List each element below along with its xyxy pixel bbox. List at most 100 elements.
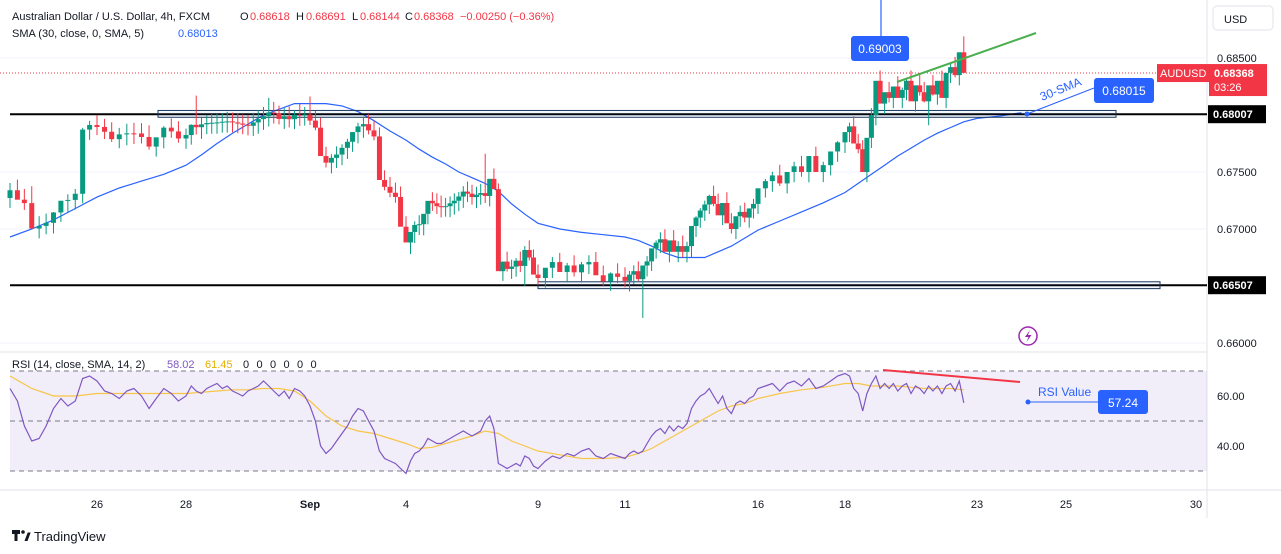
candle [429,192,435,211]
candle-body [318,127,324,157]
candle [890,86,896,109]
candle [586,255,592,275]
candle [934,80,940,105]
candle [29,186,35,229]
svg-text:C: C [405,11,413,23]
candle-body [482,193,488,196]
low-value: 0.68144 [360,11,400,23]
tradingview-brand: TradingView [34,529,106,544]
candle [447,196,453,218]
candle [608,272,614,291]
candle [261,107,266,130]
candle [451,193,457,215]
lightning-icon[interactable] [1018,326,1038,346]
candle-body [737,211,743,217]
candle-body [429,200,435,204]
currency-button[interactable]: USD [1212,5,1274,31]
bar-countdown: 03:26 [1214,82,1242,94]
candle-body [627,274,633,281]
candle [58,200,64,222]
candle [438,195,444,218]
candle [842,132,848,153]
rsi-extra-value: 0 [297,359,303,371]
candle-body [328,157,334,163]
time-tick-label: 4 [403,499,409,511]
candle [921,81,927,103]
candle-body [183,135,189,139]
sma-callout-label: 0.68015 [1102,84,1146,98]
candle [382,170,388,191]
candle [762,178,768,198]
candle-body [886,92,892,98]
candle-body [199,124,204,128]
candle-body [392,192,398,197]
candle [930,75,936,96]
candle [87,120,93,140]
level-price-label: 0.68007 [1213,109,1253,121]
candle [21,188,27,210]
candle [292,110,297,130]
candle [820,161,826,183]
candle [640,265,646,318]
candle [917,75,923,96]
candle [371,120,377,141]
candle [219,113,225,133]
candle [895,76,901,98]
candle-body [542,267,548,279]
candle-body [250,122,256,126]
candle-body [956,52,962,76]
candle [724,192,730,224]
candle [495,183,501,272]
candle-body [214,122,220,124]
candle [109,122,115,143]
rsi-extra-value: 0 [257,359,263,371]
rsi-extra-value: 0 [243,359,249,371]
time-tick-label: 18 [839,499,851,511]
time-tick-label: 26 [91,499,103,511]
candle-body [473,194,479,198]
candle-body [487,178,493,196]
candle-body [666,240,672,252]
candle [851,116,857,144]
candle-body [509,266,515,269]
candle-body [724,203,730,224]
tv-logo-icon [12,530,20,541]
candle [318,117,324,157]
candle-body [904,80,910,90]
rsi-extra-value: 0 [270,359,276,371]
candle-body [87,125,93,130]
candle [644,256,650,277]
rsi-ma-legend-value: 61.45 [205,359,233,371]
rsi-extra-value: 0 [284,359,290,371]
candle [600,265,606,286]
candle [240,114,246,135]
candle-body [230,121,235,123]
sma-callout: 0.68015 [1094,78,1154,103]
candle [504,251,510,272]
candle [131,122,137,144]
candle-body [478,193,484,195]
candle-body [139,133,144,138]
candle-body [14,190,20,200]
candle [868,108,874,149]
support-zone-box [537,281,1161,290]
candle [255,110,261,134]
candle [557,252,563,272]
candle-body [579,264,584,273]
candle [183,128,189,149]
candle [711,185,717,207]
time-tick-label: 11 [619,499,630,511]
candle-body [124,133,130,135]
candle-body [799,166,804,172]
candle-body [307,114,313,121]
current-price-tag[interactable]: AUDUSD 0.68368 03:26 [1157,64,1267,97]
candle [360,116,366,138]
candle-body [860,149,866,172]
candle-body [549,262,555,268]
candle [312,111,318,131]
candle-body [7,190,13,198]
rsi-legend-value: 58.02 [167,359,195,371]
candle-body [146,137,152,147]
candle-body [657,239,663,243]
